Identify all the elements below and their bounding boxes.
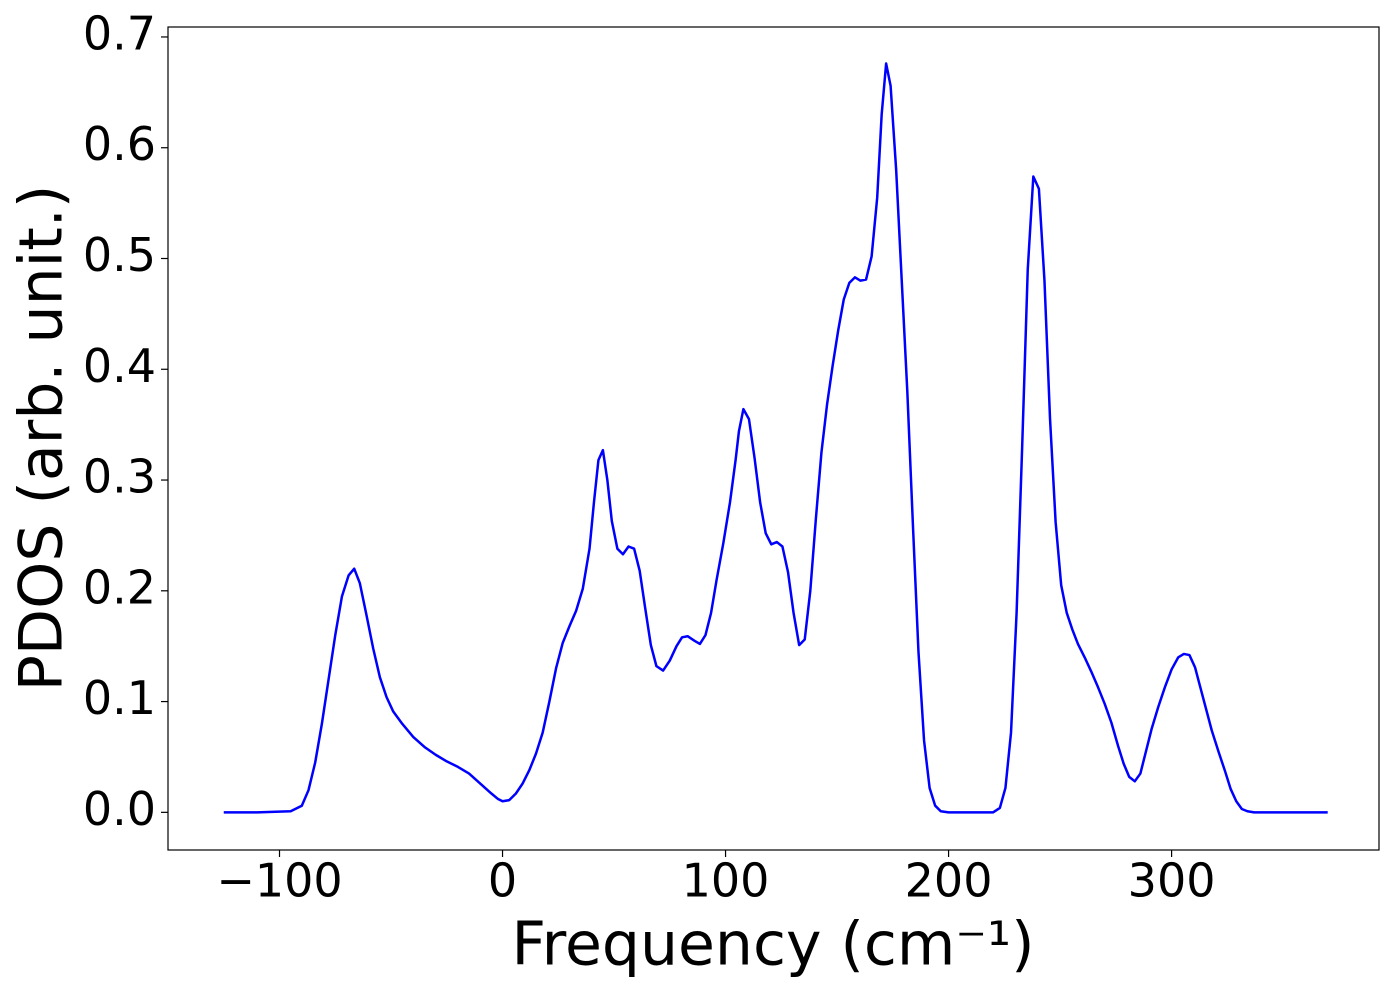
y-tick-label: 0.7 [83,6,156,60]
x-tick-label: 300 [1128,854,1216,908]
y-tick-label: 0.1 [83,671,156,725]
data-line [223,62,1328,814]
x-tick-label: 0 [488,854,517,908]
y-axis-label: PDOS (arb. unit.) [7,185,77,692]
y-tick-label: 0.6 [83,117,156,171]
y-tick-label: 0.4 [83,339,156,393]
x-axis-label: Frequency (cm⁻¹) [511,910,1034,980]
y-tick-label: 0.0 [83,782,156,836]
x-tick-label: −100 [216,854,342,908]
y-tick-label: 0.2 [83,560,156,614]
y-tick-label: 0.3 [83,450,156,504]
y-tick-label: 0.5 [83,228,156,282]
plot-frame [167,26,1380,851]
x-tick-label: 100 [682,854,770,908]
x-tick-label: 200 [905,854,993,908]
